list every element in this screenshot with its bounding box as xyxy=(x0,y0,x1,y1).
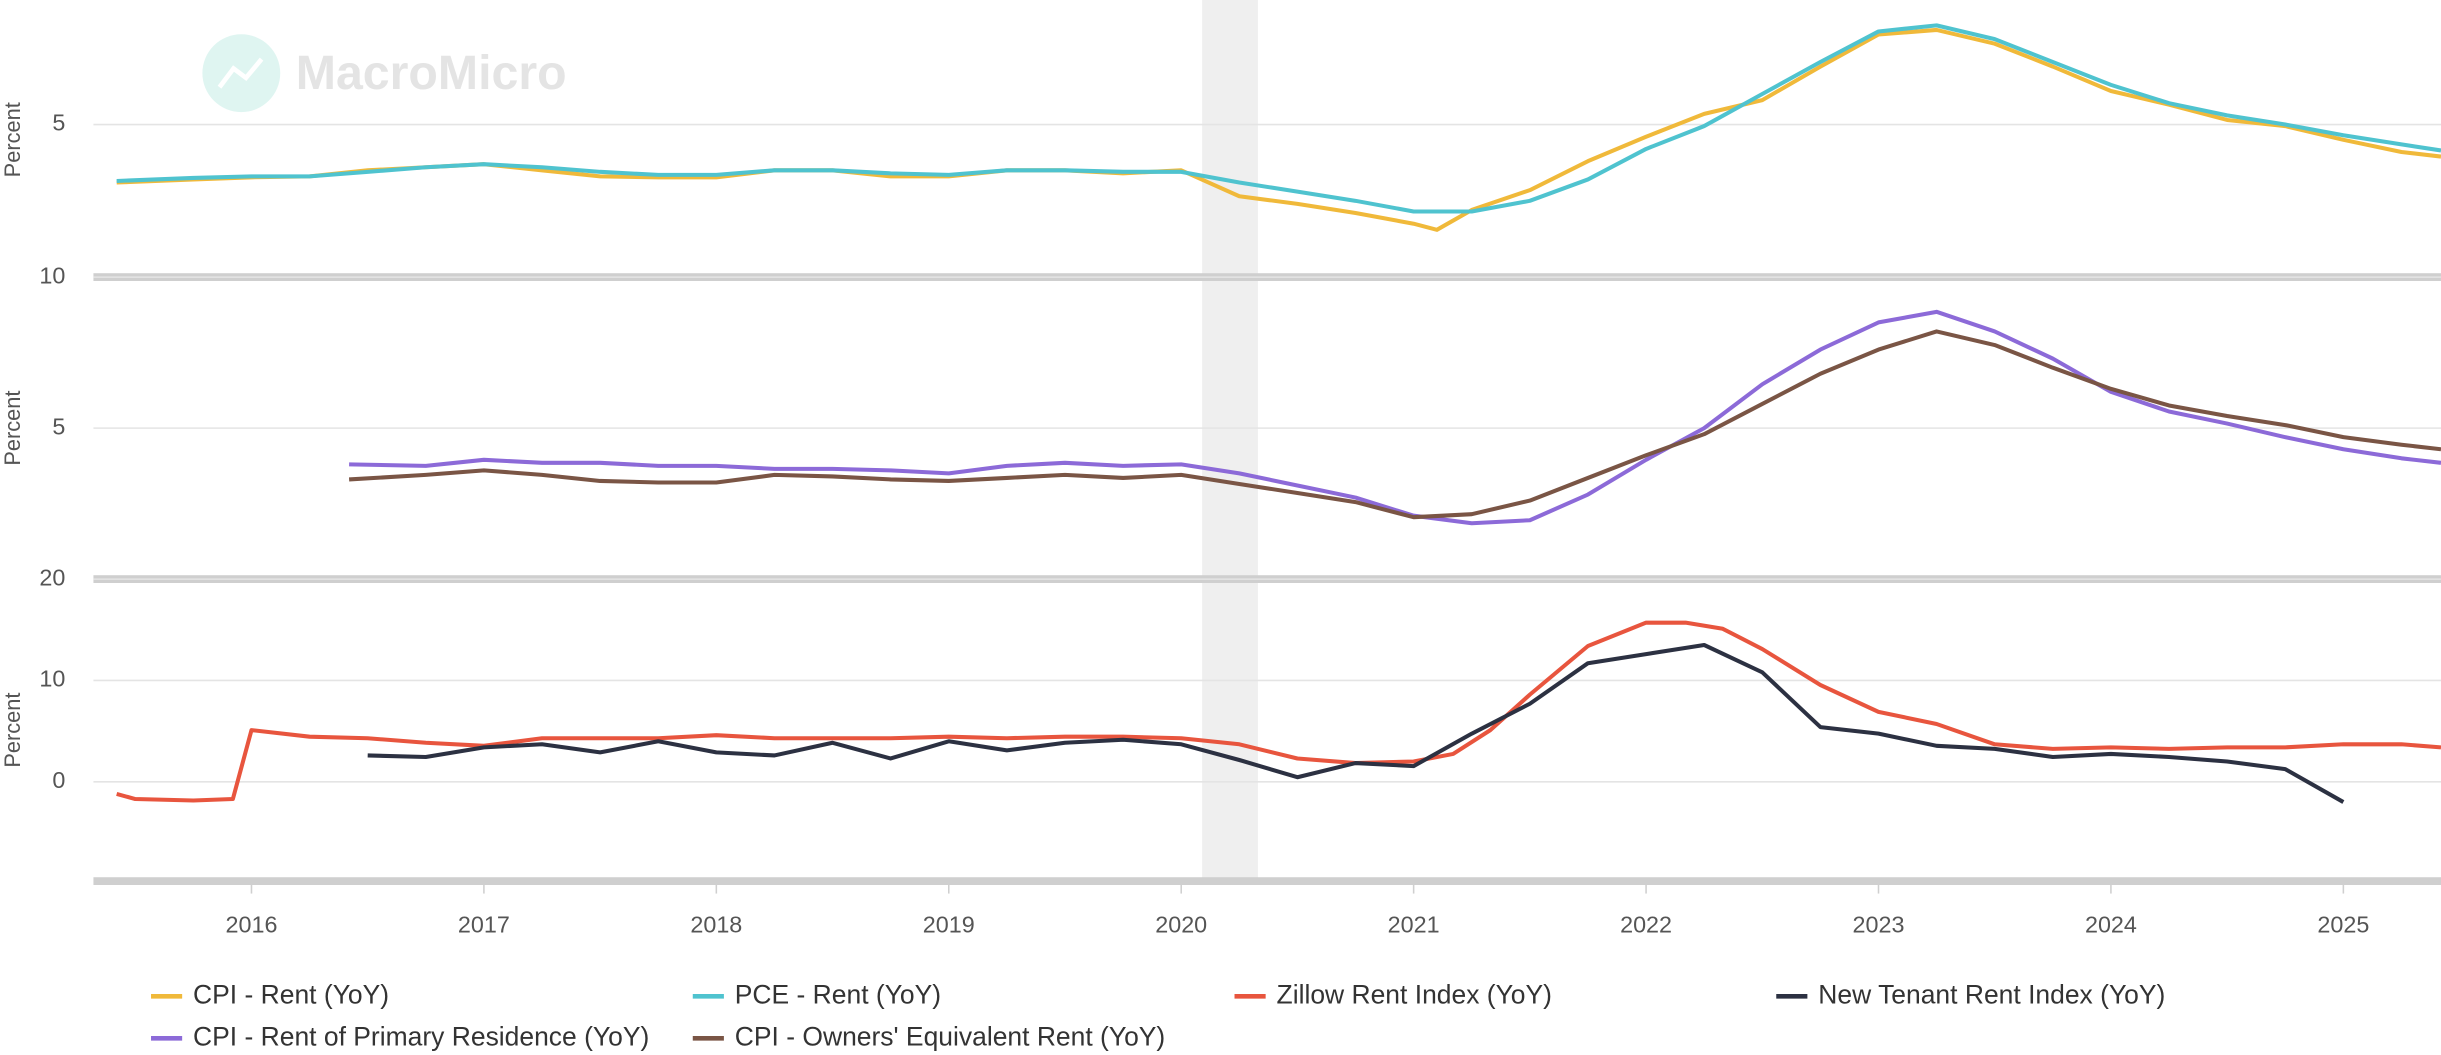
x-tick-label: 2021 xyxy=(1388,911,1440,937)
x-tick-label: 2022 xyxy=(1620,911,1672,937)
series-line xyxy=(349,309,2441,526)
legend-label: PCE - Rent (YoY) xyxy=(735,979,941,1009)
series-line xyxy=(367,642,2345,804)
series-line xyxy=(116,27,2441,232)
y-axis-label: Percent xyxy=(0,391,25,466)
legend-label: Zillow Rent Index (YoY) xyxy=(1277,979,1552,1009)
x-tick-label: 2023 xyxy=(1853,911,1905,937)
x-tick-label: 2016 xyxy=(226,911,278,937)
y-tick-label: 5 xyxy=(52,413,65,439)
x-tick-label: 2024 xyxy=(2085,911,2137,937)
y-axis-label: Percent xyxy=(0,102,25,177)
legend-item: CPI - Owners' Equivalent Rent (YoY) xyxy=(692,1021,1165,1051)
legend-label: CPI - Rent of Primary Residence (YoY) xyxy=(193,1021,649,1051)
legend-item: New Tenant Rent Index (YoY) xyxy=(1776,979,2165,1009)
legend-label: CPI - Owners' Equivalent Rent (YoY) xyxy=(735,1021,1165,1051)
y-tick-label: 10 xyxy=(39,666,65,692)
legend-item: PCE - Rent (YoY) xyxy=(692,979,941,1009)
series-line xyxy=(116,620,2441,803)
y-tick-label: 20 xyxy=(39,564,65,590)
series-line xyxy=(348,329,2441,520)
legend-item: Zillow Rent Index (YoY) xyxy=(1234,979,1552,1009)
watermark: MacroMicro xyxy=(296,46,567,100)
x-tick-label: 2017 xyxy=(458,911,510,937)
x-tick-label: 2025 xyxy=(2317,911,2369,937)
y-tick-label: 5 xyxy=(52,110,65,136)
x-tick-label: 2018 xyxy=(690,911,742,937)
shaded-period xyxy=(1202,0,1258,882)
y-tick-label: 10 xyxy=(39,262,65,288)
y-tick-label: 0 xyxy=(52,767,65,793)
x-tick-label: 2020 xyxy=(1155,911,1207,937)
series-line xyxy=(116,23,2441,214)
y-axis-label: Percent xyxy=(0,693,25,768)
legend-item: CPI - Rent of Primary Residence (YoY) xyxy=(151,1021,649,1051)
legend-item: CPI - Rent (YoY) xyxy=(151,979,389,1009)
x-tick-label: 2019 xyxy=(923,911,975,937)
panel-separator xyxy=(93,877,2441,886)
watermark-icon xyxy=(217,57,264,89)
legend-label: New Tenant Rent Index (YoY) xyxy=(1818,979,2165,1009)
legend-label: CPI - Rent (YoY) xyxy=(193,979,389,1009)
